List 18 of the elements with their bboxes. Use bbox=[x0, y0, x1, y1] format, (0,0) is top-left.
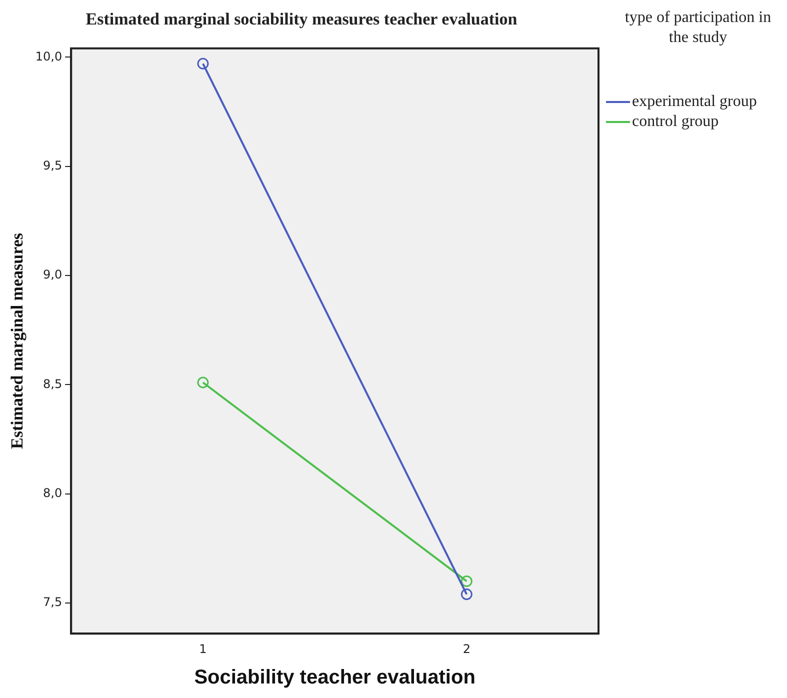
x-tick-label: 1 bbox=[199, 642, 207, 656]
y-tick-label: 10,0 bbox=[35, 49, 62, 64]
y-tick-label: 9,0 bbox=[43, 268, 62, 282]
point bbox=[460, 588, 472, 600]
x-axis-title: Sociability teacher evaluation bbox=[194, 666, 476, 689]
y-tick-label: 8,0 bbox=[43, 486, 62, 500]
y-tick-label: 9,5 bbox=[43, 158, 62, 172]
x-tick-label: 2 bbox=[462, 642, 470, 656]
point bbox=[197, 58, 209, 70]
point bbox=[197, 376, 209, 388]
legend-label: experimental group bbox=[632, 93, 757, 111]
legend-title: type of participation in the study bbox=[624, 8, 772, 48]
chart-title: Estimated marginal sociability measures teacher evaluation bbox=[86, 10, 518, 29]
y-tick-label: 7,5 bbox=[43, 595, 62, 610]
y-axis-title: Estimated marginal measures bbox=[8, 232, 27, 449]
point bbox=[460, 575, 472, 587]
legend-label: control group bbox=[632, 113, 719, 131]
y-tick-label: 8,5 bbox=[43, 376, 62, 391]
